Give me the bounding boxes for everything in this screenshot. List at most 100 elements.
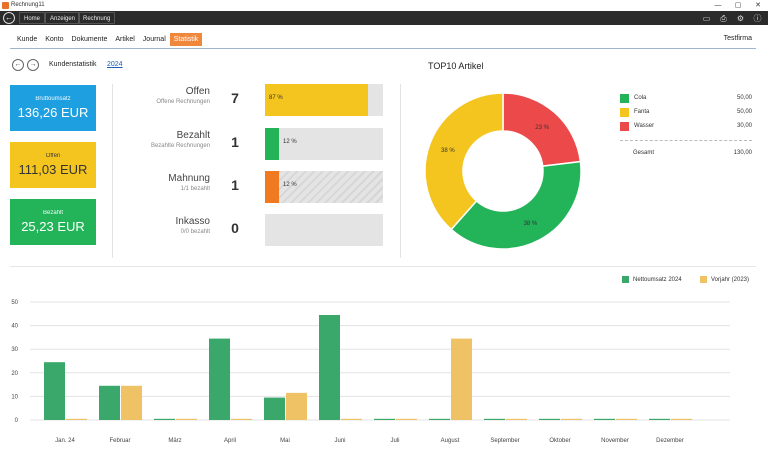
close-icon[interactable]: ✕ [755, 2, 761, 9]
crumb-anzeigen[interactable]: Anzeigen [45, 12, 81, 24]
maximize-icon[interactable]: ▢ [734, 2, 742, 9]
stat-title: Inkasso [175, 216, 210, 227]
print-icon[interactable]: ⎙ [720, 14, 727, 23]
bar-nettoumsatz [319, 314, 340, 420]
bar-nettoumsatz [649, 418, 670, 420]
legend-divider [620, 140, 752, 141]
bar-nettoumsatz [429, 418, 450, 420]
window-title: Rechnung11 [11, 2, 45, 8]
x-tick-label: August [441, 438, 460, 444]
legend-swatch [622, 276, 629, 283]
bar-vorjahr [231, 418, 252, 420]
y-tick-label: 30 [11, 347, 18, 353]
stat-subtitle: 0/0 bezahlt [180, 229, 210, 235]
stat-progress-fill [265, 84, 368, 116]
donut-slice-fanta [424, 92, 504, 231]
stat-row-inkasso: Inkasso 0/0 bezahlt 0 [115, 214, 385, 250]
app-icon [2, 2, 9, 9]
bar-vorjahr [616, 418, 637, 420]
legend-name: Cola [634, 95, 647, 101]
bar-vorjahr [176, 418, 197, 420]
monthly-revenue-bar-chart: 0 10 20 30 40 50 Jan. 24 Februar März April Mai Jun… [11, 300, 730, 444]
x-tick-label: Oktober [549, 438, 570, 444]
stat-percent: 12 % [283, 139, 297, 145]
stat-row-bezahlt: Bezahlt Bezahlte Rechnungen 1 12 % [115, 128, 385, 164]
crumb-home[interactable]: Home [19, 12, 46, 24]
window-icon[interactable]: ▭ [702, 14, 711, 23]
legend-value: 50,00 [736, 95, 752, 101]
donut-slice-cola [450, 160, 582, 250]
tab-statistik[interactable]: Statistik [169, 33, 203, 46]
stat-subtitle: Bezahlte Rechnungen [150, 143, 210, 149]
stat-count: 0 [231, 220, 239, 236]
tile-value: 25,23 EUR [21, 219, 85, 234]
bar-nettoumsatz [484, 418, 505, 420]
x-tick-label: Juni [334, 438, 345, 444]
bar-vorjahr [561, 418, 582, 420]
stat-progress-track [265, 214, 383, 246]
tab-bar: Kunde Konto Dokumente Artikel Journal St… [13, 33, 203, 46]
chart-legend-item: Nettoumsatz 2024 [622, 276, 682, 285]
bar-vorjahr [66, 418, 87, 420]
nav-bar: ← Home Anzeigen Rechnung ▭ ⎙ ⚙ ⓘ [0, 11, 768, 25]
tab-journal[interactable]: Journal [142, 36, 166, 43]
bar-nettoumsatz [99, 385, 120, 420]
kundenstatistik-label: Kundenstatistik [49, 61, 97, 68]
tile-label: Offen [45, 153, 61, 159]
tab-dokumente[interactable]: Dokumente [71, 36, 108, 43]
top10-title: TOP10 Artikel [428, 61, 484, 71]
gear-icon[interactable]: ⚙ [736, 14, 745, 23]
bar-nettoumsatz [264, 397, 285, 420]
back-icon[interactable]: ← [3, 12, 15, 24]
top10-donut-chart: 23 % 38 % 38 % [424, 92, 582, 250]
bar-vorjahr [506, 418, 527, 420]
stat-subtitle: Offene Rechnungen [156, 99, 210, 105]
bar-nettoumsatz [539, 418, 560, 420]
stat-progress-track: 12 % [265, 171, 383, 203]
stat-progress-fill [265, 171, 280, 203]
tile-bezahlt: Bezahlt 25,23 EUR [10, 199, 96, 245]
tile-bruttoumsatz: Bruttoumsatz 136,26 EUR [10, 85, 96, 131]
stat-count: 1 [231, 134, 239, 150]
prev-arrow-icon[interactable]: ← [12, 59, 24, 71]
y-tick-label: 50 [11, 300, 18, 306]
minimize-icon[interactable]: — [714, 2, 722, 9]
donut-label: 38 % [441, 148, 455, 154]
bar-vorjahr [396, 418, 417, 420]
tab-kunde[interactable]: Kunde [17, 36, 38, 43]
legend-row-fanta: Fanta 50,00 [620, 108, 752, 118]
crumb-rechnung[interactable]: Rechnung [78, 12, 116, 24]
legend-swatch [620, 108, 629, 117]
legend-swatch [700, 276, 707, 283]
vertical-divider [400, 84, 401, 258]
y-tick-label: 40 [11, 324, 18, 330]
tab-artikel[interactable]: Artikel [115, 36, 135, 43]
bar-vorjahr [286, 392, 307, 420]
year-link[interactable]: 2024 [107, 61, 123, 68]
legend-label: Vorjahr (2023) [711, 277, 750, 284]
legend-label: Nettoumsatz 2024 [633, 277, 682, 284]
legend-name: Fanta [634, 109, 650, 115]
tile-label: Bruttoumsatz [35, 96, 71, 102]
chart-legend-item: Vorjahr (2023) [700, 276, 749, 285]
info-icon[interactable]: ⓘ [753, 14, 762, 23]
bar-nettoumsatz [154, 418, 175, 420]
vertical-divider [112, 84, 113, 258]
stat-row-offen: Offen Offene Rechnungen 7 87 % [115, 84, 385, 120]
donut-label: 38 % [524, 221, 538, 227]
legend-swatch [620, 94, 629, 103]
stat-subtitle: 1/1 bezahlt [180, 186, 210, 192]
tile-value: 136,26 EUR [17, 105, 89, 120]
x-tick-label: April [224, 438, 236, 444]
bar-vorjahr [341, 418, 362, 420]
stat-title: Bezahlt [176, 130, 210, 141]
tab-konto[interactable]: Konto [45, 36, 64, 43]
stat-row-mahnung: Mahnung 1/1 bezahlt 1 12 % [115, 171, 385, 207]
company-name: Testfirma [723, 35, 752, 42]
bar-nettoumsatz [44, 362, 65, 420]
x-tick-label: November [601, 438, 629, 444]
tile-label: Bezahlt [42, 210, 63, 216]
next-arrow-icon[interactable]: → [27, 59, 39, 71]
bar-nettoumsatz [374, 418, 395, 420]
y-tick-label: 0 [15, 418, 19, 424]
